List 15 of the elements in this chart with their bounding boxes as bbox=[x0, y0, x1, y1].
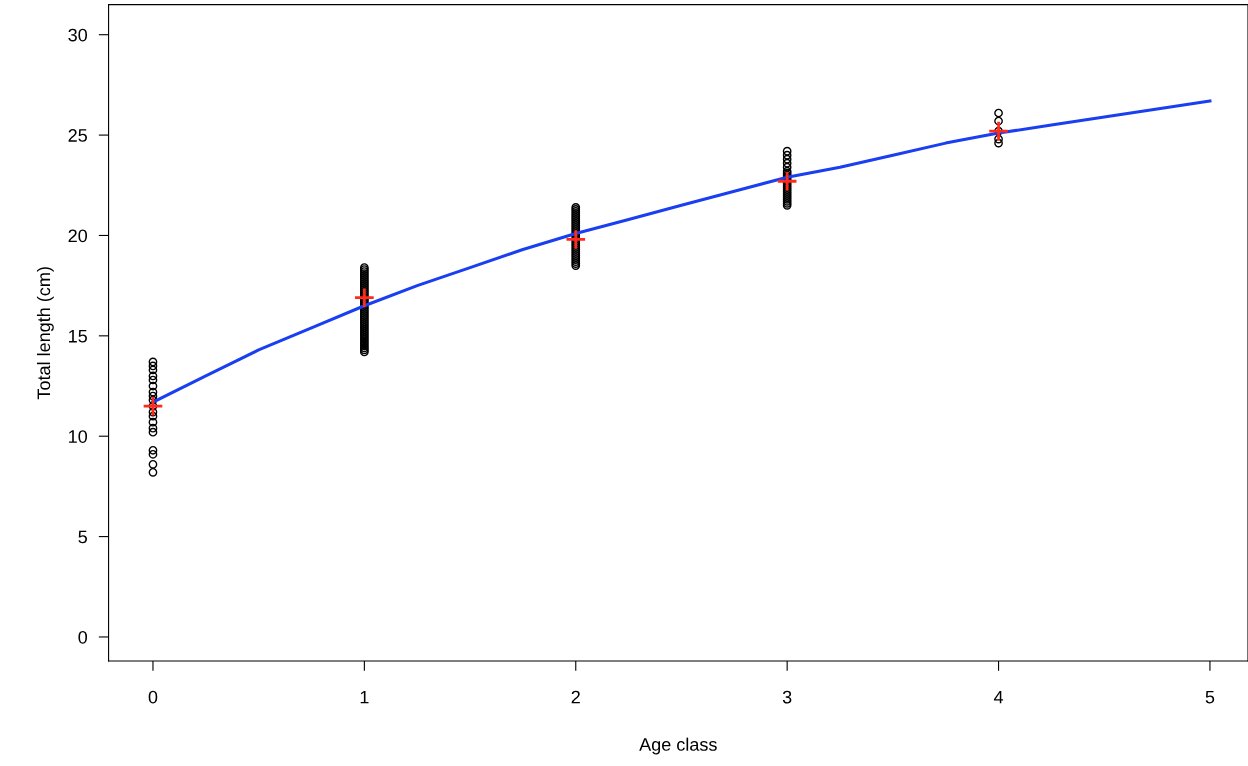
x-tick-label: 1 bbox=[360, 690, 369, 704]
x-tick-label: 5 bbox=[1205, 690, 1215, 704]
y-tick-label: 20 bbox=[68, 229, 88, 243]
y-tick-label: 5 bbox=[78, 530, 87, 544]
y-tick-label: 30 bbox=[68, 28, 88, 42]
y-tick-label: 15 bbox=[69, 329, 87, 343]
y-tick-label: 0 bbox=[78, 630, 88, 644]
y-tick-label: 10 bbox=[69, 430, 88, 443]
x-axis-title: Age class bbox=[639, 737, 717, 755]
x-tick-label: 3 bbox=[782, 690, 792, 704]
y-axis-title: Total length (cm) bbox=[36, 267, 54, 400]
x-tick-label: 2 bbox=[571, 690, 580, 704]
x-tick-label: 4 bbox=[993, 690, 1004, 704]
y-tick-label: 25 bbox=[68, 129, 87, 142]
x-tick-label: 0 bbox=[148, 690, 158, 704]
